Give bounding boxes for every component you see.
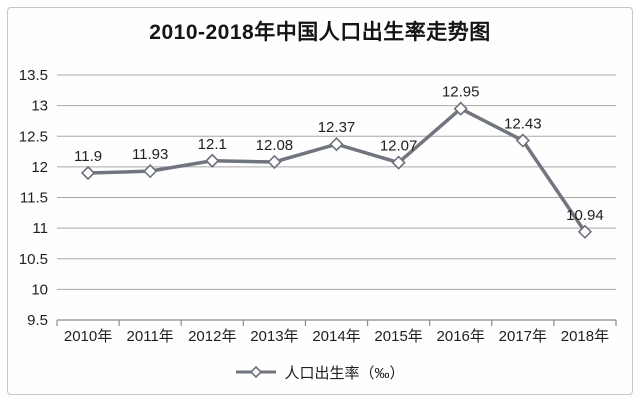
legend-line-diamond-icon bbox=[236, 366, 277, 378]
data-point-marker bbox=[453, 101, 468, 116]
data-point-marker bbox=[205, 153, 220, 168]
data-point-label: 12.95 bbox=[442, 84, 480, 101]
y-axis-tick-label: 11 bbox=[32, 220, 48, 237]
legend: 人口出生率（‰） bbox=[0, 360, 640, 384]
data-point-label: 12.07 bbox=[380, 138, 418, 155]
y-axis-tick-label: 13.5 bbox=[19, 67, 48, 84]
data-point-marker bbox=[577, 224, 593, 239]
chart-title: 2010-2018年中国人口出生率走势图 bbox=[149, 21, 491, 44]
x-axis-label: 2010年 bbox=[64, 328, 112, 345]
data-point-marker bbox=[267, 154, 282, 170]
y-axis-tick-label: 10 bbox=[31, 281, 48, 298]
data-point-label: 12.1 bbox=[198, 136, 227, 153]
x-axis-label: 2018年 bbox=[561, 328, 609, 345]
x-axis-label: 2014年 bbox=[312, 328, 360, 345]
data-point-marker bbox=[391, 155, 406, 170]
x-axis-label: 2011年 bbox=[127, 328, 174, 345]
data-point-label: 12.43 bbox=[504, 116, 542, 133]
x-axis-label: 2015年 bbox=[374, 328, 422, 345]
data-point-label: 10.94 bbox=[566, 207, 604, 224]
y-axis-tick-label: 10.5 bbox=[19, 251, 48, 268]
legend-label: 人口出生率（‰） bbox=[284, 364, 405, 382]
data-point-label: 12.37 bbox=[318, 119, 356, 136]
y-axis-tick-label: 12 bbox=[31, 159, 48, 176]
x-axis-label: 2017年 bbox=[499, 328, 547, 345]
data-point-label: 11.93 bbox=[132, 146, 168, 163]
y-axis-tick-label: 12.5 bbox=[19, 128, 48, 145]
data-point-marker bbox=[329, 137, 344, 152]
data-point-label: 11.9 bbox=[74, 148, 102, 165]
data-point-marker bbox=[515, 133, 530, 148]
chart-frame bbox=[7, 7, 633, 395]
data-point-label: 12.08 bbox=[256, 137, 294, 154]
y-axis-tick-label: 9.5 bbox=[27, 312, 48, 329]
data-point-marker bbox=[80, 165, 96, 181]
data-point-marker bbox=[143, 164, 158, 179]
x-axis-label: 2016年 bbox=[437, 328, 485, 345]
y-axis-tick-label: 13 bbox=[31, 98, 48, 115]
x-axis-label: 2013年 bbox=[250, 328, 298, 345]
y-axis-tick-label: 11.5 bbox=[20, 190, 48, 207]
x-axis-label: 2012年 bbox=[188, 328, 236, 345]
